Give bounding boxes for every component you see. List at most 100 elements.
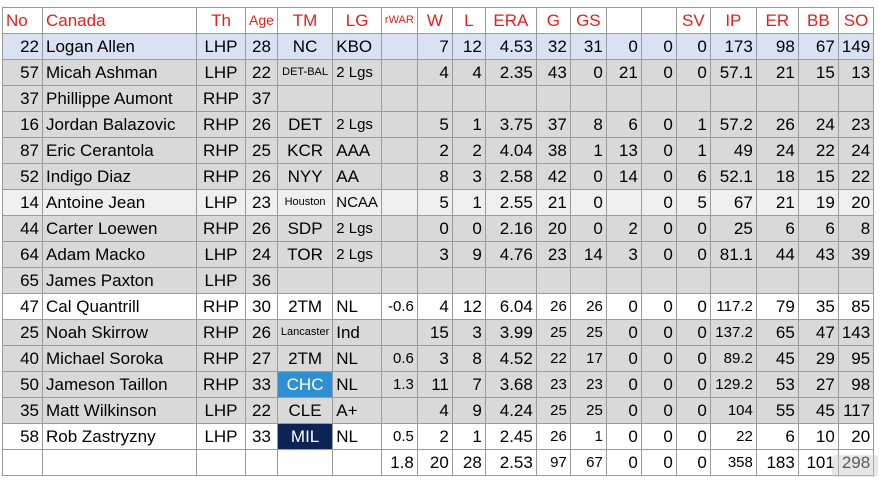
table-cell: 2.45 bbox=[484, 423, 537, 450]
table-row: 22 Logan Allen LHP 28 NC KBO 7 12 4.53 32 31 0 0 0 173… bbox=[2, 33, 875, 60]
table-cell: 0 bbox=[605, 293, 642, 320]
table-cell bbox=[380, 397, 418, 424]
table-cell bbox=[276, 267, 334, 294]
table-cell bbox=[484, 267, 537, 294]
table-cell: Lancaster bbox=[276, 319, 334, 346]
header-cell: Canada bbox=[42, 7, 197, 34]
table-cell: 23 bbox=[245, 189, 278, 216]
table-cell: 26 bbox=[245, 111, 278, 138]
table-cell: 2.58 bbox=[484, 163, 537, 190]
table-cell: 42 bbox=[535, 163, 571, 190]
table-cell: 6 bbox=[755, 215, 799, 242]
table-cell: 57 bbox=[2, 59, 43, 86]
table-cell: 33 bbox=[245, 371, 278, 398]
table-cell: 23 bbox=[837, 111, 875, 138]
player-name: Michael Soroka bbox=[42, 345, 197, 372]
table-cell: 21 bbox=[755, 189, 799, 216]
table-cell: 23 bbox=[535, 241, 571, 268]
table-cell: 104 bbox=[709, 397, 757, 424]
table-cell: 1 bbox=[675, 137, 711, 164]
table-cell: MIL bbox=[276, 423, 334, 450]
table-row: 50 Jameson Taillon RHP 33 CHC NL 1.3 11 7 3.68 23 2… bbox=[2, 371, 875, 398]
table-cell: 6.04 bbox=[484, 293, 537, 320]
table-cell: 49 bbox=[709, 137, 757, 164]
table-cell: NCAA bbox=[332, 189, 382, 216]
table-cell: RHP bbox=[196, 85, 246, 112]
table-row: 57 Micah Ashman LHP 22 DET-BAL 2 Lgs 4 4 2.35 43 0… bbox=[2, 59, 875, 86]
table-cell: NL bbox=[332, 293, 382, 320]
table-cell: 15 bbox=[797, 59, 839, 86]
table-cell: 65 bbox=[2, 267, 43, 294]
table-cell: 65 bbox=[755, 319, 799, 346]
table-cell: 22 bbox=[709, 423, 757, 450]
table-cell: Houston bbox=[276, 189, 334, 216]
table-cell: 4.53 bbox=[484, 33, 537, 60]
table-cell: 0 bbox=[640, 33, 677, 60]
table-cell: RHP bbox=[196, 137, 246, 164]
table-cell: 43 bbox=[535, 59, 571, 86]
table-cell: 2.16 bbox=[484, 215, 537, 242]
table-cell: 10 bbox=[797, 423, 839, 450]
table-row: 65 James Paxton LHP 36 bbox=[2, 267, 875, 294]
table-cell: 0 bbox=[569, 163, 607, 190]
table-cell: 0 bbox=[640, 111, 677, 138]
table-cell: 4 bbox=[416, 397, 453, 424]
table-cell: 3.99 bbox=[484, 319, 537, 346]
total-cell bbox=[276, 449, 334, 476]
table-cell: 26 bbox=[755, 111, 799, 138]
table-cell: 85 bbox=[837, 293, 875, 320]
table-cell: 2.35 bbox=[484, 59, 537, 86]
table-cell: NL bbox=[332, 345, 382, 372]
table-cell: 14 bbox=[605, 163, 642, 190]
player-name: Adam Macko bbox=[42, 241, 197, 268]
table-cell: 24 bbox=[837, 137, 875, 164]
table-cell bbox=[380, 33, 418, 60]
table-cell: 26 bbox=[535, 423, 571, 450]
table-cell: 0 bbox=[451, 215, 486, 242]
total-cell: 0 bbox=[605, 449, 642, 476]
table-cell: 55 bbox=[755, 397, 799, 424]
table-cell bbox=[535, 85, 571, 112]
table-cell: 31 bbox=[569, 33, 607, 60]
table-cell: 26 bbox=[535, 293, 571, 320]
table-cell bbox=[380, 241, 418, 268]
header-cell: No bbox=[2, 7, 43, 34]
table-cell: 0 bbox=[605, 319, 642, 346]
table-cell: 2 Lgs bbox=[332, 241, 382, 268]
table-cell: 52.1 bbox=[709, 163, 757, 190]
player-name: Matt Wilkinson bbox=[42, 397, 197, 424]
table-cell bbox=[380, 163, 418, 190]
table-cell: 3 bbox=[451, 319, 486, 346]
table-cell bbox=[675, 267, 711, 294]
header-cell: BB bbox=[797, 7, 839, 34]
table-cell bbox=[535, 267, 571, 294]
table-cell: 67 bbox=[709, 189, 757, 216]
table-cell: 26 bbox=[245, 319, 278, 346]
table-cell bbox=[380, 215, 418, 242]
table-cell: 1 bbox=[451, 423, 486, 450]
table-cell: 4 bbox=[416, 293, 453, 320]
table-cell: 22 bbox=[797, 137, 839, 164]
table-cell: 27 bbox=[245, 345, 278, 372]
table-cell: 0 bbox=[640, 241, 677, 268]
table-cell bbox=[675, 85, 711, 112]
table-cell bbox=[276, 85, 334, 112]
player-name: Rob Zastryzny bbox=[42, 423, 197, 450]
table-cell: 0 bbox=[416, 215, 453, 242]
table-cell: KBO bbox=[332, 33, 382, 60]
table-cell: 0.6 bbox=[380, 345, 418, 372]
table-cell bbox=[380, 319, 418, 346]
table-cell: 45 bbox=[755, 345, 799, 372]
table-cell: 15 bbox=[797, 163, 839, 190]
table-cell: LHP bbox=[196, 241, 246, 268]
table-cell: RHP bbox=[196, 111, 246, 138]
table-cell: 0 bbox=[640, 189, 677, 216]
table-cell: 24 bbox=[245, 241, 278, 268]
table-cell: 26 bbox=[569, 293, 607, 320]
table-cell: 98 bbox=[755, 33, 799, 60]
table-cell: 8 bbox=[416, 163, 453, 190]
table-cell: 0 bbox=[675, 319, 711, 346]
table-cell bbox=[837, 267, 875, 294]
table-cell: 8 bbox=[451, 345, 486, 372]
table-cell: Ind bbox=[332, 319, 382, 346]
